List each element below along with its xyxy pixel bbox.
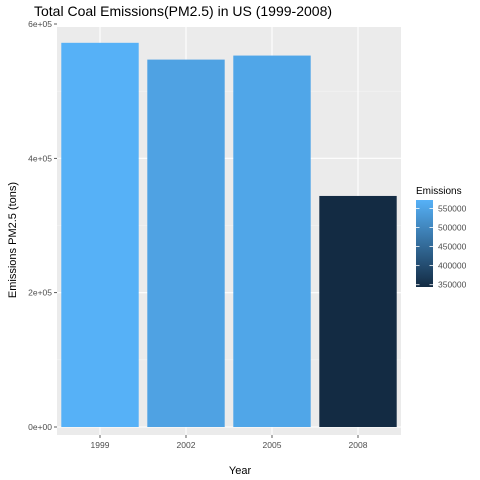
bar-2002 bbox=[147, 59, 225, 428]
x-tick-label: 2008 bbox=[349, 440, 368, 450]
x-tick-label: 1999 bbox=[91, 440, 110, 450]
legend: Emissions 350000 400000 450000 500000 550000 bbox=[416, 186, 467, 290]
legend-colorbar bbox=[416, 200, 433, 287]
chart-title: Total Coal Emissions(PM2.5) in US (1999-… bbox=[34, 3, 332, 19]
legend-tick-label: 450000 bbox=[438, 242, 467, 252]
bar-1999 bbox=[61, 42, 139, 427]
x-axis-title: Year bbox=[229, 465, 252, 477]
legend-ticks: 350000 400000 450000 500000 550000 bbox=[416, 203, 467, 290]
bar-2005 bbox=[233, 55, 311, 428]
y-tick-label: 2e+05 bbox=[28, 288, 52, 298]
x-tick-label: 2005 bbox=[263, 440, 282, 450]
legend-tick-label: 500000 bbox=[438, 222, 467, 232]
x-tick-label: 2002 bbox=[177, 440, 196, 450]
y-axis: 0e+00 2e+05 4e+05 6e+05 bbox=[28, 19, 57, 432]
y-axis-title: Emissions PM2.5 (tons) bbox=[7, 182, 19, 298]
legend-tick-label: 400000 bbox=[438, 261, 467, 271]
legend-title: Emissions bbox=[416, 186, 462, 197]
y-tick-label: 6e+05 bbox=[28, 19, 52, 29]
bars bbox=[61, 42, 397, 428]
y-tick-label: 4e+05 bbox=[28, 153, 52, 163]
y-tick-label: 0e+00 bbox=[28, 422, 52, 432]
bar-2008 bbox=[319, 195, 397, 427]
x-axis: 1999 2002 2005 2008 bbox=[91, 435, 368, 450]
legend-tick-label: 550000 bbox=[438, 203, 467, 213]
legend-tick-label: 350000 bbox=[438, 280, 467, 290]
